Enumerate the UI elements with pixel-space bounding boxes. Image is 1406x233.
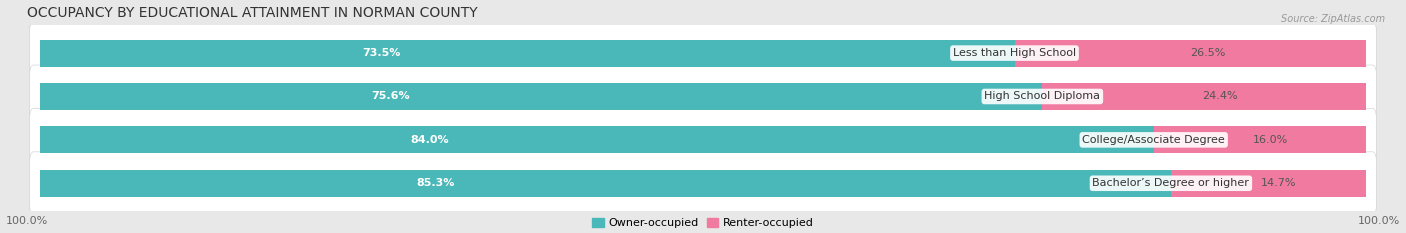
Text: 75.6%: 75.6% <box>371 92 411 102</box>
FancyBboxPatch shape <box>30 21 1376 86</box>
FancyBboxPatch shape <box>30 64 1376 129</box>
Bar <box>41 170 1171 197</box>
FancyBboxPatch shape <box>30 152 1376 215</box>
FancyBboxPatch shape <box>30 108 1376 172</box>
Text: Less than High School: Less than High School <box>953 48 1076 58</box>
Text: Bachelor’s Degree or higher: Bachelor’s Degree or higher <box>1092 178 1250 188</box>
Text: 14.7%: 14.7% <box>1260 178 1296 188</box>
FancyBboxPatch shape <box>30 151 1376 216</box>
Text: OCCUPANCY BY EDUCATIONAL ATTAINMENT IN NORMAN COUNTY: OCCUPANCY BY EDUCATIONAL ATTAINMENT IN N… <box>27 6 477 20</box>
Bar <box>41 127 1154 153</box>
Text: 16.0%: 16.0% <box>1253 135 1288 145</box>
FancyBboxPatch shape <box>30 22 1376 85</box>
FancyBboxPatch shape <box>30 108 1376 171</box>
Text: College/Associate Degree: College/Associate Degree <box>1083 135 1225 145</box>
Legend: Owner-occupied, Renter-occupied: Owner-occupied, Renter-occupied <box>592 218 814 228</box>
Bar <box>1154 127 1365 153</box>
Text: Source: ZipAtlas.com: Source: ZipAtlas.com <box>1281 14 1385 24</box>
Text: 26.5%: 26.5% <box>1189 48 1226 58</box>
Bar <box>1171 170 1365 197</box>
Bar <box>41 40 1015 67</box>
Text: 84.0%: 84.0% <box>411 135 450 145</box>
Text: 85.3%: 85.3% <box>416 178 456 188</box>
Text: High School Diploma: High School Diploma <box>984 92 1101 102</box>
Bar <box>1015 40 1365 67</box>
Text: 24.4%: 24.4% <box>1202 92 1239 102</box>
Bar <box>1042 83 1365 110</box>
FancyBboxPatch shape <box>30 65 1376 128</box>
Bar <box>41 83 1042 110</box>
Text: 73.5%: 73.5% <box>361 48 401 58</box>
